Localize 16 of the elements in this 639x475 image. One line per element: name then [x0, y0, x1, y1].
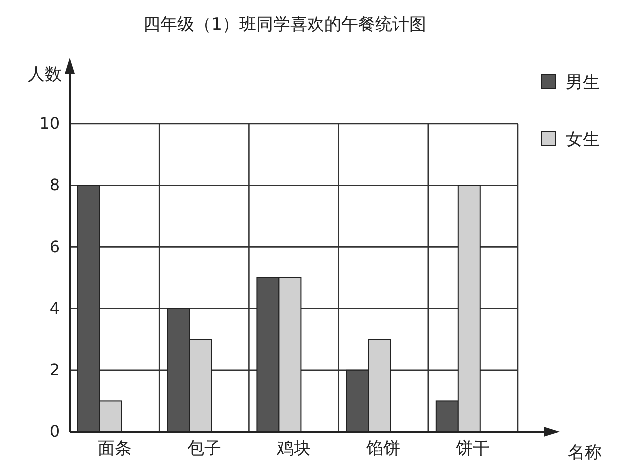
x-tick-label: 鸡块 — [276, 439, 311, 460]
y-tick-label: 2 — [50, 360, 60, 380]
y-tick-label: 10 — [40, 114, 60, 134]
y-axis-title: 人数 — [28, 65, 62, 85]
legend-label: 男生 — [566, 73, 600, 93]
chart-title: 四年级（1）班同学喜欢的午餐统计图 — [144, 15, 426, 35]
x-axis-title: 名称 — [568, 443, 602, 463]
x-tick-label: 包子 — [187, 439, 222, 460]
x-tick-label: 面条 — [98, 439, 132, 460]
y-tick-label: 4 — [50, 298, 60, 318]
y-tick-label: 6 — [50, 237, 60, 256]
x-tick-label: 馅饼 — [366, 439, 401, 460]
y-tick-label: 0 — [50, 422, 60, 442]
legend-label: 女生 — [566, 130, 600, 150]
x-tick-label: 饼干 — [455, 439, 490, 460]
y-tick-label: 8 — [50, 176, 60, 195]
